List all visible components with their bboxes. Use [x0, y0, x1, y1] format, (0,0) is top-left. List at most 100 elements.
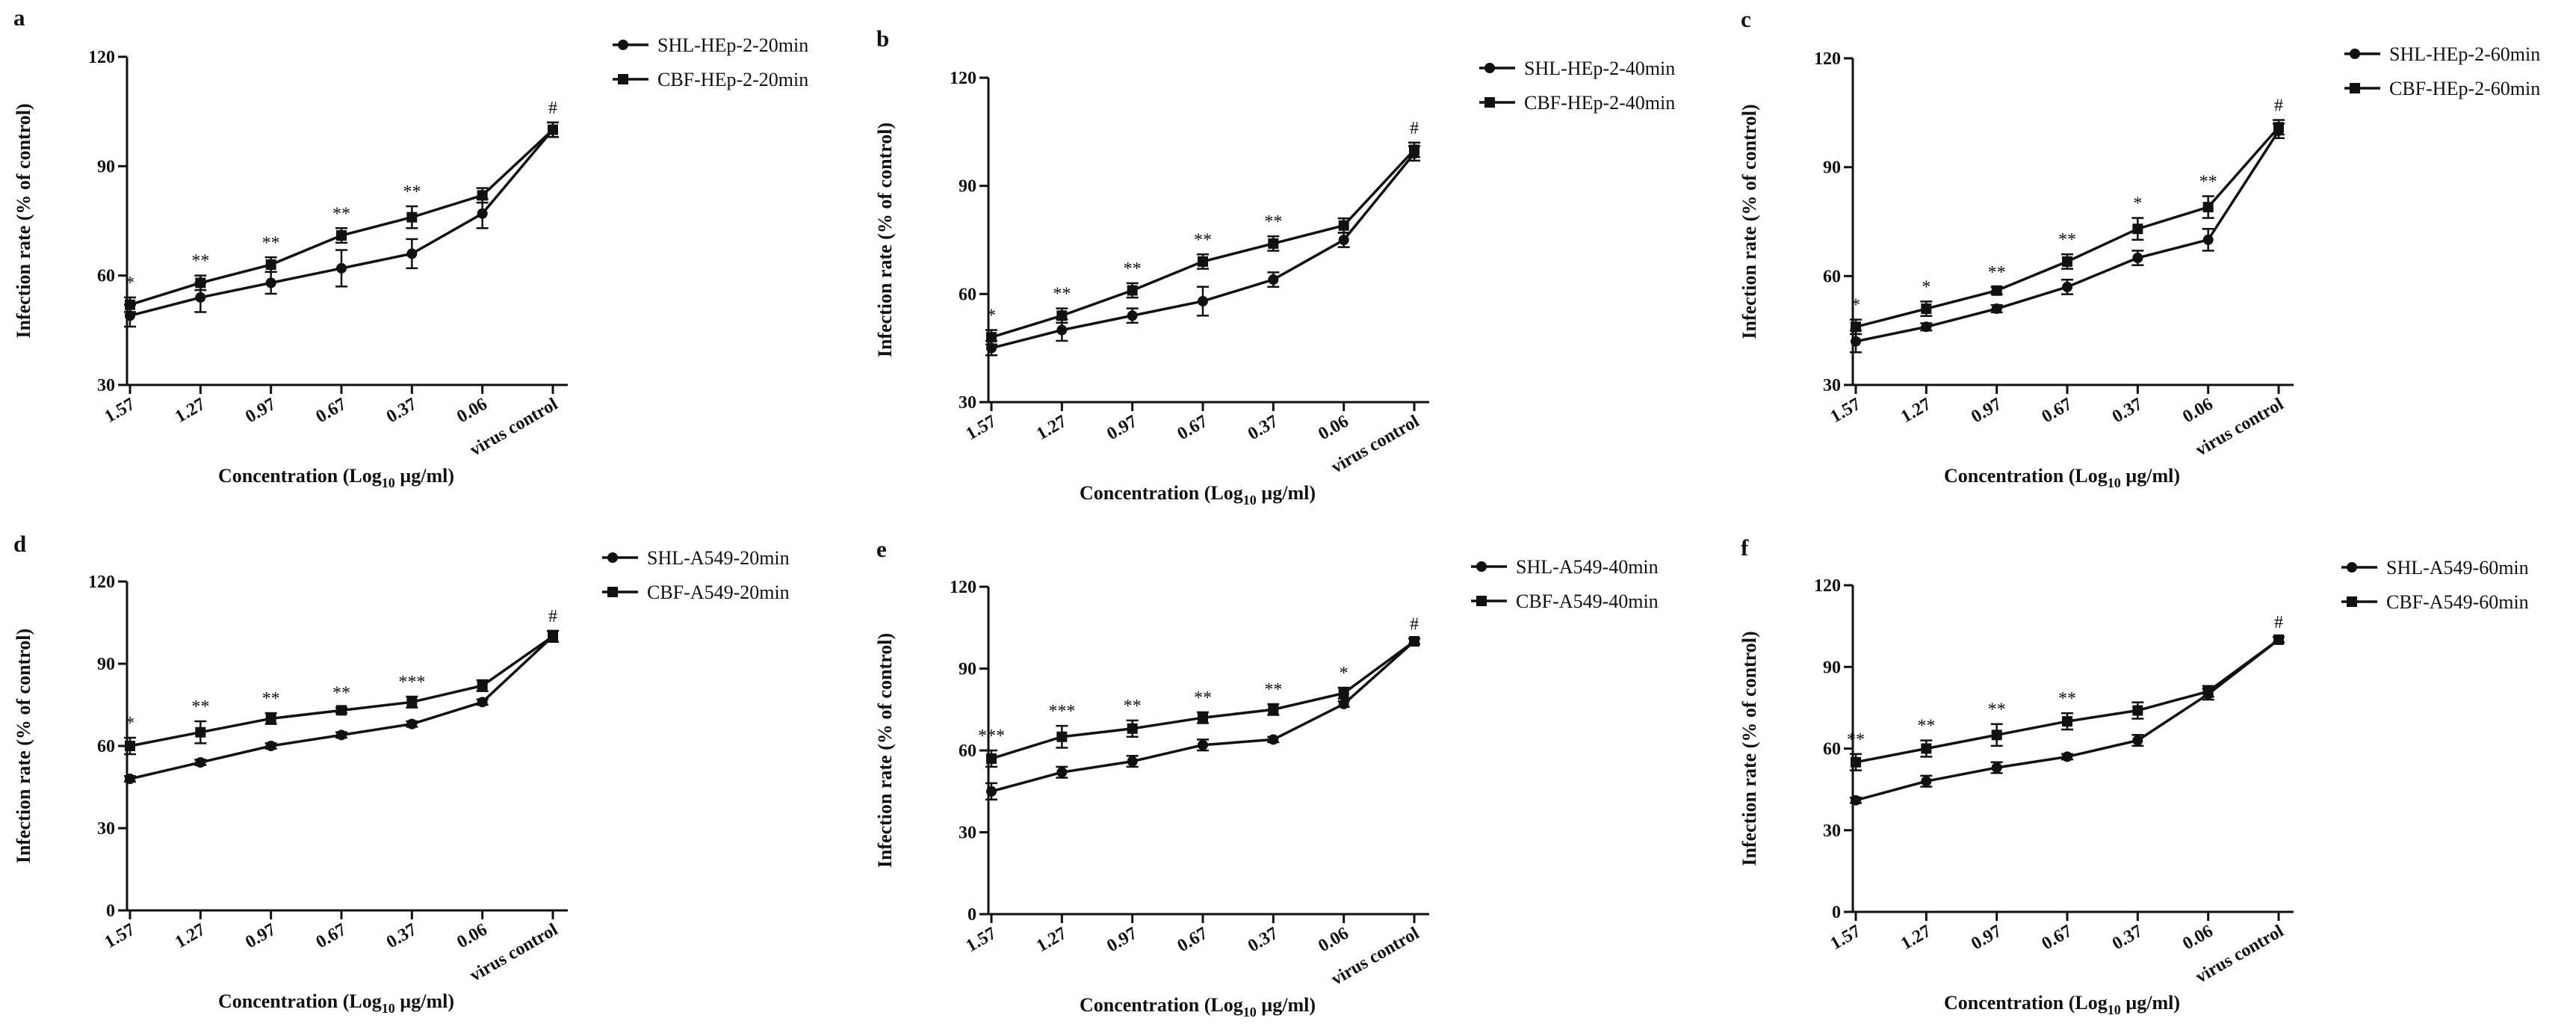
data-point-square	[406, 212, 418, 223]
y-axis-title: Infection rate (% of control)	[1739, 631, 1760, 866]
x-tick-label: 0.97	[242, 395, 279, 428]
legend-label: CBF-HEp-2-40min	[1524, 92, 1675, 114]
x-axis-title-subscript: 10	[382, 1001, 395, 1016]
legend-label: SHL-HEp-2-40min	[1524, 58, 1675, 79]
data-point-square	[1198, 712, 1208, 724]
x-tick-label: 0.06	[1315, 924, 1352, 957]
data-point-square	[195, 277, 206, 289]
legend-marker-circle	[618, 40, 628, 50]
data-point-circle	[406, 718, 418, 730]
x-tick-label: 0.97	[1968, 395, 2004, 428]
x-axis-title-unit: µg/ml)	[1257, 482, 1316, 504]
x-axis-title-unit: µg/ml)	[2121, 465, 2180, 487]
data-point-circle	[1056, 767, 1068, 778]
data-point-circle	[195, 757, 206, 768]
significance-label: **	[1124, 259, 1142, 279]
y-axis-title: Infection rate (% of control)	[13, 103, 34, 338]
significance-label: #	[548, 99, 557, 118]
data-point-square	[2273, 634, 2284, 645]
significance-label: #	[2274, 613, 2283, 632]
data-point-square	[2132, 223, 2143, 235]
x-tick-label: 0.67	[2039, 922, 2075, 954]
data-point-square	[1056, 310, 1068, 321]
x-axis-title-main: Concentration (Log	[1944, 465, 2108, 487]
x-axis-title: Concentration (Log10 µg/ml)	[1944, 992, 2180, 1017]
y-tick-label: 120	[1814, 576, 1841, 596]
legend-marker-circle	[2347, 562, 2357, 573]
significance-label: **	[1988, 700, 2006, 720]
data-point-circle	[336, 730, 347, 741]
data-point-square	[1851, 756, 1861, 768]
data-point-square	[125, 299, 135, 310]
data-point-circle	[265, 277, 276, 289]
legend-label: CBF-A549-60min	[2386, 591, 2529, 613]
significance-label: ***	[1048, 702, 1075, 721]
data-point-circle	[406, 248, 418, 259]
significance-label: **	[332, 204, 350, 223]
data-point-square	[2202, 686, 2214, 697]
x-tick-label: 1.27	[1898, 922, 1934, 954]
data-point-square	[2132, 705, 2143, 716]
legend-marker-square	[2350, 83, 2360, 93]
data-point-square	[2062, 256, 2072, 267]
data-point-circle	[1921, 321, 1932, 333]
significance-label: **	[2058, 689, 2076, 709]
data-point-circle	[265, 741, 276, 751]
significance-label: **	[1917, 717, 1935, 736]
legend-entry: CBF-HEp-2-60min	[2344, 78, 2540, 99]
legend-label: SHL-HEp-2-60min	[2389, 43, 2540, 65]
y-tick-label: 60	[959, 285, 976, 304]
significance-label: *	[1851, 296, 1860, 315]
x-axis-title-unit: µg/ml)	[395, 465, 454, 487]
legend-entry: CBF-A549-20min	[602, 582, 790, 603]
data-point-square	[1338, 220, 1349, 231]
legend-marker-circle	[607, 552, 618, 563]
data-point-square	[986, 753, 997, 764]
data-point-square	[548, 631, 558, 642]
data-point-square	[1991, 285, 2002, 296]
data-point-circle	[1198, 295, 1208, 306]
significance-label: *	[987, 306, 996, 326]
data-point-circle	[986, 342, 997, 354]
y-tick-label: 120	[88, 48, 115, 67]
legend-entry: SHL-A549-40min	[1471, 556, 1659, 578]
y-tick-label: 120	[950, 578, 976, 597]
x-tick-label: 0.06	[1315, 412, 1352, 445]
data-point-square	[2202, 202, 2214, 213]
data-point-circle	[2132, 253, 2143, 264]
y-axis-title: Infection rate (% of control)	[1739, 104, 1760, 339]
x-axis-title: Concentration (Log10 µg/ml)	[1944, 465, 2180, 490]
x-tick-label: 0.67	[313, 395, 350, 428]
y-axis-title: Infection rate (% of control)	[874, 633, 896, 868]
x-tick-label: 1.27	[1033, 412, 1070, 445]
x-tick-label: 0.37	[383, 395, 420, 428]
data-point-circle	[1921, 776, 1932, 787]
significance-label: **	[1053, 285, 1071, 304]
data-point-circle	[1338, 698, 1349, 709]
legend-entry: SHL-HEp-2-60min	[2344, 43, 2540, 65]
x-tick-label: 0.06	[453, 395, 490, 428]
y-tick-label: 60	[97, 267, 115, 286]
data-point-circle	[2202, 234, 2214, 245]
x-axis-title-unit: µg/ml)	[1257, 994, 1316, 1016]
data-point-square	[1409, 636, 1419, 647]
data-point-circle	[477, 697, 488, 708]
x-tick-label: 0.67	[1174, 924, 1211, 957]
significance-label: **	[262, 233, 280, 253]
panel-letter: d	[13, 531, 26, 557]
data-point-square	[1991, 730, 2002, 741]
data-point-square	[406, 697, 418, 708]
significance-label: **	[332, 684, 350, 703]
legend-label: CBF-A549-20min	[647, 582, 790, 603]
y-tick-label: 120	[950, 69, 976, 88]
data-point-square	[265, 713, 276, 724]
x-axis-title-main: Concentration (Log	[218, 990, 382, 1012]
legend-entry: SHL-HEp-2-40min	[1479, 58, 1675, 79]
legend-entry: CBF-A549-60min	[2341, 591, 2529, 613]
y-tick-label: 30	[1823, 376, 1841, 395]
y-axis-title: Infection rate (% of control)	[13, 629, 34, 863]
x-axis-title-main: Concentration (Log	[1944, 992, 2108, 1014]
x-tick-label: 0.67	[2039, 395, 2075, 428]
